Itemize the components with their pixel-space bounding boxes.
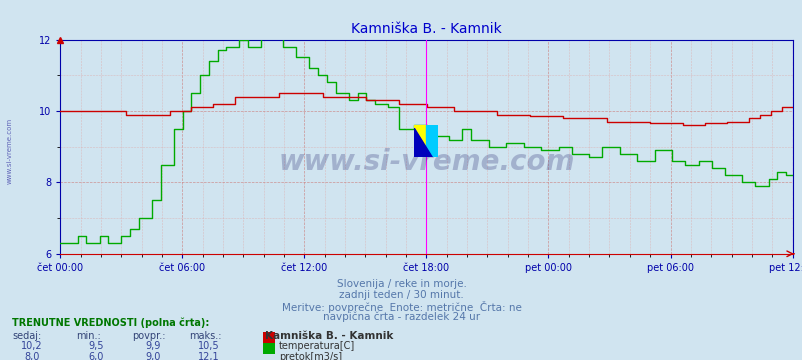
Text: TRENUTNE VREDNOSTI (polna črta):: TRENUTNE VREDNOSTI (polna črta): <box>12 318 209 328</box>
Polygon shape <box>414 128 431 157</box>
Text: 8,0: 8,0 <box>24 352 40 360</box>
Text: www.si-vreme.com: www.si-vreme.com <box>6 118 13 184</box>
Text: 12,1: 12,1 <box>198 352 219 360</box>
Text: Meritve: povprečne  Enote: metrične  Črta: ne: Meritve: povprečne Enote: metrične Črta:… <box>282 301 520 312</box>
Text: sedaj:: sedaj: <box>12 331 41 341</box>
Text: maks.:: maks.: <box>188 331 221 341</box>
Text: 9,5: 9,5 <box>88 341 104 351</box>
Polygon shape <box>426 125 438 157</box>
Text: zadnji teden / 30 minut.: zadnji teden / 30 minut. <box>338 290 464 300</box>
Text: min.:: min.: <box>76 331 101 341</box>
Text: povpr.:: povpr.: <box>132 331 166 341</box>
Text: 9,9: 9,9 <box>144 341 160 351</box>
Text: temperatura[C]: temperatura[C] <box>278 341 354 351</box>
Text: 9,0: 9,0 <box>144 352 160 360</box>
Text: Kamniška B. - Kamnik: Kamniška B. - Kamnik <box>265 331 393 341</box>
Text: 6,0: 6,0 <box>88 352 104 360</box>
Title: Kamniška B. - Kamnik: Kamniška B. - Kamnik <box>350 22 501 36</box>
Text: Slovenija / reke in morje.: Slovenija / reke in morje. <box>336 279 466 289</box>
Text: navpična črta - razdelek 24 ur: navpična črta - razdelek 24 ur <box>322 311 480 322</box>
Text: 10,5: 10,5 <box>198 341 219 351</box>
Text: www.si-vreme.com: www.si-vreme.com <box>277 148 574 176</box>
Polygon shape <box>414 125 426 157</box>
Text: pretok[m3/s]: pretok[m3/s] <box>278 352 342 360</box>
Text: 10,2: 10,2 <box>22 341 43 351</box>
